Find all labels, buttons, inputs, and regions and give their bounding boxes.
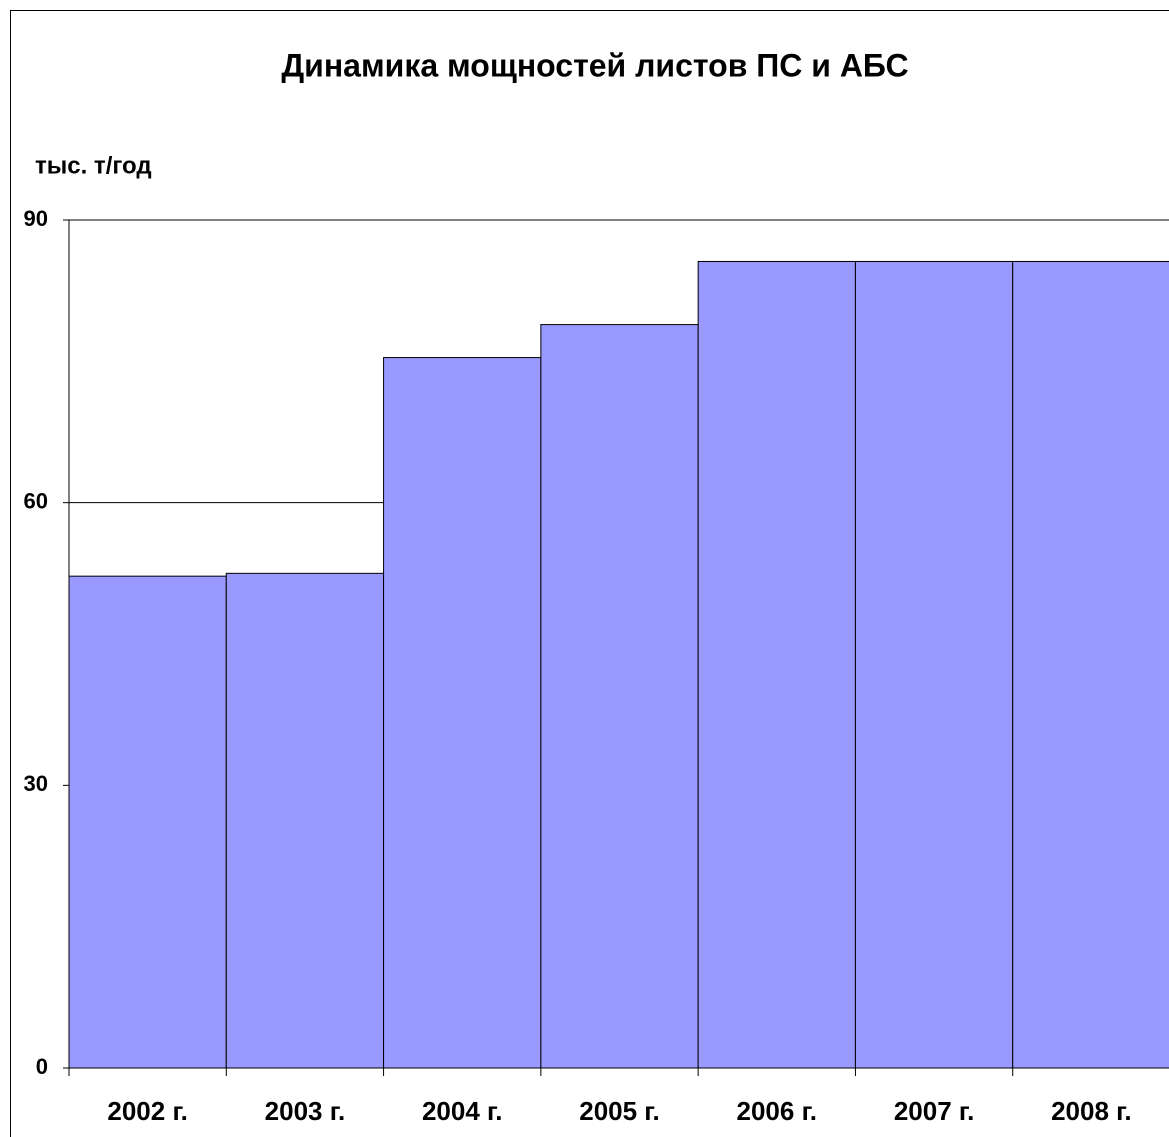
x-tick-label: 2002 г.	[107, 1096, 188, 1126]
x-tick-label: 2007 г.	[894, 1096, 975, 1126]
x-tick-label: 2008 г.	[1051, 1096, 1132, 1126]
y-tick-label: 30	[24, 771, 48, 796]
x-tick-label: 2003 г.	[265, 1096, 346, 1126]
bar	[854, 260, 1014, 1069]
bar	[68, 575, 227, 1069]
x-tick-label: 2006 г.	[737, 1096, 818, 1126]
y-tick-label: 90	[24, 206, 48, 231]
y-tick-label: 0	[36, 1054, 48, 1079]
chart-border	[10, 10, 1169, 1137]
bar	[697, 260, 856, 1069]
bar	[1012, 260, 1169, 1069]
bar	[225, 572, 385, 1069]
x-tick-label: 2005 г.	[579, 1096, 660, 1126]
chart-title: Динамика мощностей листов ПС и АБС	[281, 47, 908, 83]
x-tick-label: 2004 г.	[422, 1096, 503, 1126]
bar	[383, 357, 542, 1069]
bar	[540, 324, 699, 1069]
y-tick-label: 60	[24, 488, 48, 513]
y-axis-label: тыс. т/год	[35, 152, 152, 179]
